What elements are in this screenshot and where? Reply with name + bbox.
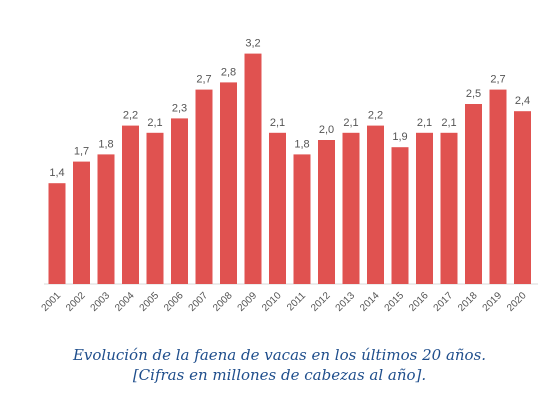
- bar-2016: [416, 132, 433, 284]
- bar-2011: [293, 154, 311, 284]
- x-tick-label-2005: 2005: [138, 290, 162, 314]
- value-label-2014: 2,2: [368, 110, 383, 122]
- bar-2012: [318, 140, 335, 284]
- bar-2006: [171, 118, 188, 285]
- value-label-2010: 2,1: [270, 117, 285, 129]
- x-tick-label-2018: 2018: [456, 290, 480, 314]
- value-label-2015: 1,9: [392, 131, 407, 143]
- value-label-2001: 1,4: [49, 167, 64, 179]
- x-tick-label-2006: 2006: [162, 290, 186, 314]
- x-tick-label-2007: 2007: [187, 290, 211, 314]
- bar-2018: [465, 104, 482, 284]
- value-label-2013: 2,1: [343, 117, 358, 129]
- bar-2020: [514, 111, 531, 284]
- value-label-2020: 2,4: [515, 95, 530, 107]
- bar-2002: [73, 161, 90, 284]
- x-tick-label-2011: 2011: [285, 290, 308, 313]
- x-tick-label-2016: 2016: [407, 290, 431, 314]
- x-tick-label-2015: 2015: [383, 290, 407, 314]
- x-tick-label-2013: 2013: [334, 290, 358, 314]
- value-label-2004: 2,2: [123, 110, 138, 122]
- bar-2008: [220, 82, 237, 285]
- value-label-2018: 2,5: [466, 88, 481, 100]
- value-label-2006: 2,3: [172, 102, 187, 114]
- x-tick-label-2004: 2004: [113, 290, 137, 314]
- bar-2019: [489, 89, 507, 284]
- bar-2003: [97, 154, 115, 284]
- x-tick-label-2014: 2014: [358, 290, 382, 314]
- x-tick-label-2017: 2017: [432, 290, 456, 314]
- bar-2017: [440, 132, 458, 284]
- chart-caption-line-2: [Cifras en millones de cabezas al año].: [132, 366, 427, 384]
- value-label-2017: 2,1: [441, 117, 456, 129]
- x-tick-label-2003: 2003: [89, 290, 113, 314]
- x-tick-label-2009: 2009: [236, 290, 260, 314]
- value-label-2016: 2,1: [417, 117, 432, 129]
- value-label-2019: 2,7: [490, 74, 505, 86]
- value-label-2008: 2,8: [221, 66, 236, 78]
- bar-2005: [146, 132, 164, 284]
- bar-2009: [244, 53, 262, 284]
- value-label-2005: 2,1: [147, 117, 162, 129]
- value-label-2012: 2,0: [319, 124, 334, 136]
- value-label-2009: 3,2: [245, 38, 260, 50]
- x-tick-label-2010: 2010: [260, 290, 284, 314]
- x-tick-label-2001: 2001: [40, 290, 64, 314]
- bar-2007: [195, 89, 213, 284]
- x-tick-label-2002: 2002: [64, 290, 88, 314]
- chart-caption-line-1: Evolución de la faena de vacas en los úl…: [72, 346, 487, 364]
- x-tick-label-2012: 2012: [309, 290, 333, 314]
- bar-2010: [269, 132, 286, 284]
- x-tick-label-2020: 2020: [505, 290, 529, 314]
- value-label-2003: 1,8: [98, 138, 113, 150]
- bar-chart: 1,4 1,7 1,8 2,2 2,1 2,3 2,7 2,8 3,2 2,1 1,8 2,0 2,1 2…: [40, 38, 538, 314]
- bar-2014: [367, 125, 384, 284]
- value-label-2011: 1,8: [294, 138, 309, 150]
- bar-2015: [391, 147, 409, 284]
- value-label-2007: 2,7: [196, 74, 211, 86]
- x-tick-label-2019: 2019: [481, 290, 505, 314]
- bar-2004: [122, 125, 139, 284]
- x-tick-label-2008: 2008: [211, 290, 235, 314]
- bar-2001: [48, 183, 66, 284]
- value-label-2002: 1,7: [74, 146, 89, 158]
- bar-2013: [342, 132, 360, 284]
